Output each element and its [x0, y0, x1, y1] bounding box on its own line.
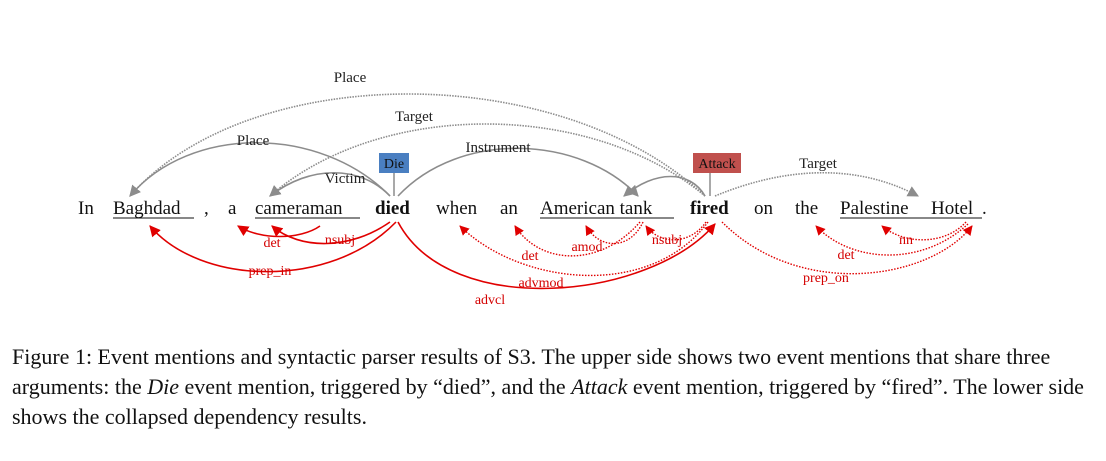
dep-label-nn: nn — [899, 233, 913, 248]
figure-diagram: Die Attack Place Target Place Instrument… — [78, 70, 987, 308]
token-an: an — [500, 198, 518, 219]
token-palestine: Palestine — [840, 198, 909, 219]
dep-arc-amod — [585, 221, 644, 245]
dep-arc-advmod — [459, 221, 709, 277]
dep-label-det-cameraman: det — [263, 236, 280, 251]
arc-place-short — [129, 141, 391, 197]
attack-tag-box — [693, 153, 741, 173]
token-on: on — [754, 198, 774, 219]
die-tag-box — [379, 153, 409, 173]
token-when: when — [436, 198, 478, 219]
dep-arc-prep-in — [149, 221, 397, 273]
caption-event-attack: Attack — [571, 374, 628, 399]
dep-label-advmod: advmod — [518, 276, 563, 291]
arc-place-long — [129, 93, 706, 197]
arc-target-right — [714, 172, 919, 197]
dep-arc-advcl — [397, 221, 716, 290]
arc-victim — [269, 171, 391, 197]
caption-event-die: Die — [147, 374, 179, 399]
dep-label-nsubj-fired: nsubj — [652, 233, 682, 248]
dep-label-det-hotel: det — [837, 248, 854, 263]
token-period: . — [982, 198, 987, 219]
token-cameraman: cameraman — [255, 198, 343, 219]
dep-label-advcl: advcl — [475, 293, 505, 308]
arc-label-target-right: Target — [799, 156, 838, 172]
token-american-tank: American tank — [540, 198, 653, 219]
arc-label-place-long: Place — [334, 70, 367, 86]
dep-arc-det-cameraman — [237, 225, 321, 238]
attack-tag-label: Attack — [698, 157, 735, 172]
figure-caption: Figure 1: Event mentions and syntactic p… — [12, 342, 1094, 432]
arc-instrument — [397, 147, 639, 197]
arc-label-instrument: Instrument — [466, 140, 532, 156]
token-died: died — [375, 198, 410, 219]
dep-arc-det-tank — [514, 221, 641, 257]
dep-arc-nsubj-fired — [645, 221, 707, 241]
dep-label-amod: amod — [571, 240, 602, 255]
die-tag-label: Die — [384, 157, 404, 172]
token-the: the — [795, 198, 818, 219]
dep-label-prep-on: prep_on — [803, 271, 849, 286]
caption-mid1: event mention, triggered by “died”, and … — [179, 374, 572, 399]
dep-arc-nsubj-died — [271, 221, 391, 245]
arc-instrument-attack — [623, 175, 706, 197]
arc-label-place-short: Place — [237, 133, 270, 149]
token-hotel: Hotel — [931, 198, 973, 219]
token-comma: , — [204, 198, 209, 219]
caption-lead: Figure 1: Event mentions and syntactic p… — [12, 344, 1051, 399]
caption-mid2: event mention, triggered by “fired”. The… — [12, 374, 1084, 429]
arc-label-target-upper: Target — [395, 109, 434, 125]
dep-label-det-tank: det — [521, 249, 538, 264]
arc-target-upper — [269, 123, 706, 197]
dep-label-prep-in: prep_in — [249, 264, 292, 279]
arc-label-victim: Victim — [325, 171, 366, 187]
token-fired: fired — [690, 198, 729, 219]
dep-label-nsubj-died: nsubj — [325, 233, 355, 248]
token-a: a — [228, 198, 237, 219]
token-baghdad: Baghdad — [113, 198, 181, 219]
token-in: In — [78, 198, 94, 219]
dep-arc-nn — [881, 221, 967, 241]
